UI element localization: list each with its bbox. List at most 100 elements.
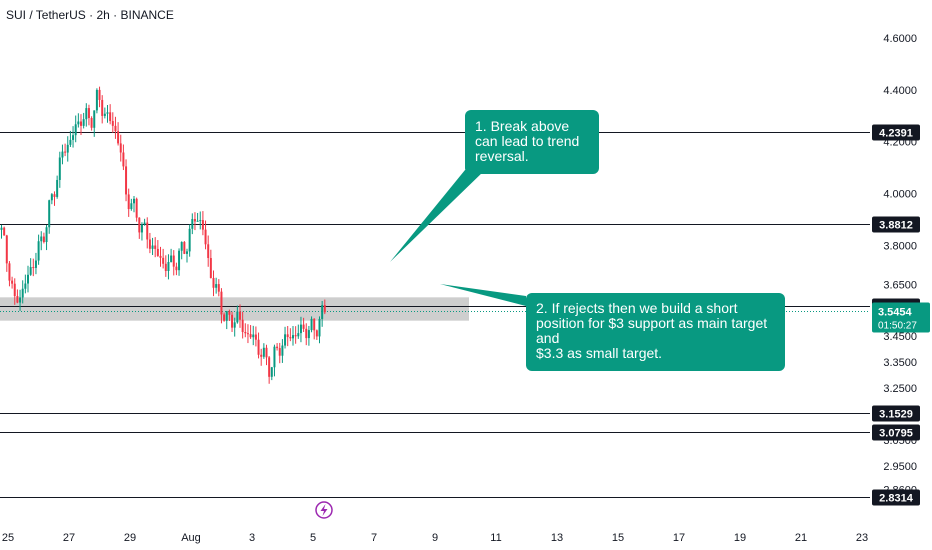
candle-body bbox=[276, 346, 279, 349]
candle-body bbox=[199, 220, 202, 222]
candle-body bbox=[98, 89, 101, 100]
price-level-badge bbox=[872, 405, 920, 422]
candle-body bbox=[321, 305, 324, 319]
candle-body bbox=[95, 89, 98, 111]
x-tick-label: 17 bbox=[673, 532, 685, 544]
candle-body bbox=[159, 255, 162, 258]
candle-body bbox=[201, 220, 204, 230]
candle-body bbox=[66, 144, 69, 153]
x-tick-label: 19 bbox=[734, 532, 746, 544]
candle-body bbox=[32, 267, 35, 269]
candle-body bbox=[289, 337, 292, 339]
candle-body bbox=[103, 113, 106, 116]
x-tick-label: 27 bbox=[63, 532, 75, 544]
candle-body bbox=[133, 198, 135, 204]
candle-body bbox=[249, 334, 252, 338]
candle-body bbox=[127, 194, 130, 210]
price-level-label: 3.8812 bbox=[879, 220, 913, 232]
price-level-label: 4.2391 bbox=[879, 128, 913, 140]
x-tick-label: 21 bbox=[795, 532, 807, 544]
candle-body bbox=[3, 227, 6, 236]
candle-body bbox=[40, 236, 43, 242]
x-tick-label: 3 bbox=[249, 532, 255, 544]
candle-body bbox=[228, 311, 231, 315]
candle-body bbox=[151, 245, 154, 249]
candle-body bbox=[101, 99, 104, 116]
annotation-1-pointer bbox=[390, 170, 485, 262]
candle-body bbox=[217, 284, 220, 292]
candle-body bbox=[323, 305, 326, 313]
candle-body bbox=[297, 333, 300, 337]
candle-body bbox=[260, 354, 263, 357]
candle-body bbox=[215, 284, 218, 288]
candle-body bbox=[146, 222, 149, 240]
candle-body bbox=[273, 346, 276, 368]
annotation-break-above[interactable]: 1. Break above can lead to trend reversa… bbox=[465, 110, 599, 174]
price-level-label: 3.0795 bbox=[879, 428, 913, 440]
candle-body bbox=[188, 228, 191, 252]
candle-body bbox=[220, 291, 223, 315]
lightning-bolt-glyph bbox=[320, 504, 328, 516]
x-tick-label: 29 bbox=[124, 532, 136, 544]
candle-body bbox=[58, 157, 61, 180]
candle-body bbox=[48, 200, 51, 228]
candle-body bbox=[278, 348, 281, 356]
price-level-badge bbox=[872, 216, 920, 233]
candle-body bbox=[207, 244, 210, 259]
candle-body bbox=[162, 257, 165, 264]
candle-body bbox=[69, 139, 72, 145]
candle-body bbox=[122, 152, 125, 167]
candle-body bbox=[175, 266, 178, 271]
candle-body bbox=[34, 260, 37, 268]
candle-body bbox=[294, 335, 297, 337]
candle-body bbox=[87, 108, 90, 119]
price-level-badge bbox=[872, 489, 920, 506]
candle-body bbox=[50, 194, 53, 201]
x-tick-label: 23 bbox=[856, 532, 868, 544]
candle-body bbox=[140, 224, 143, 233]
y-tick-label: 4.6000 bbox=[883, 33, 917, 45]
candle-body bbox=[143, 222, 146, 225]
candle-body bbox=[257, 339, 260, 355]
candle-body bbox=[178, 250, 181, 271]
candle-body bbox=[252, 334, 255, 338]
candle-body bbox=[114, 125, 117, 132]
x-tick-label: 11 bbox=[490, 532, 501, 544]
candle-body bbox=[172, 255, 175, 267]
candle-body bbox=[45, 227, 48, 243]
support-resistance-zone bbox=[0, 297, 469, 321]
candle-body bbox=[119, 143, 122, 153]
candle-body bbox=[299, 324, 302, 334]
candle-body bbox=[284, 334, 287, 346]
y-tick-label: 3.2500 bbox=[883, 383, 917, 395]
x-tick-label: 15 bbox=[612, 532, 624, 544]
candle-body bbox=[13, 283, 16, 297]
y-tick-label: 3.6500 bbox=[883, 279, 917, 291]
candle-body bbox=[111, 121, 114, 126]
x-tick-label: Aug bbox=[181, 532, 201, 544]
candle-body bbox=[209, 258, 212, 278]
candle-body bbox=[286, 334, 289, 338]
candle-body bbox=[11, 280, 14, 284]
candle-body bbox=[21, 288, 24, 298]
annotation-rejection-plan[interactable]: 2. If rejects then we build a short posi… bbox=[526, 293, 785, 371]
candle-body bbox=[82, 119, 85, 126]
candle-body bbox=[270, 367, 273, 377]
candle-body bbox=[254, 334, 257, 340]
candle-body bbox=[268, 357, 271, 377]
current-price-badge bbox=[872, 302, 930, 333]
candle-body bbox=[154, 245, 157, 249]
candle-body bbox=[307, 330, 310, 339]
candle-body bbox=[246, 333, 249, 335]
candle-body bbox=[186, 251, 188, 254]
candle-body bbox=[93, 110, 96, 128]
symbol-title[interactable]: SUI / TetherUS · 2h · BINANCE bbox=[6, 8, 174, 22]
candle-body bbox=[233, 322, 236, 328]
candle-body bbox=[191, 219, 194, 229]
candle-body bbox=[244, 332, 247, 334]
x-tick-label: 5 bbox=[310, 532, 316, 544]
candle-body bbox=[0, 227, 3, 230]
x-tick-label: 7 bbox=[371, 532, 377, 544]
